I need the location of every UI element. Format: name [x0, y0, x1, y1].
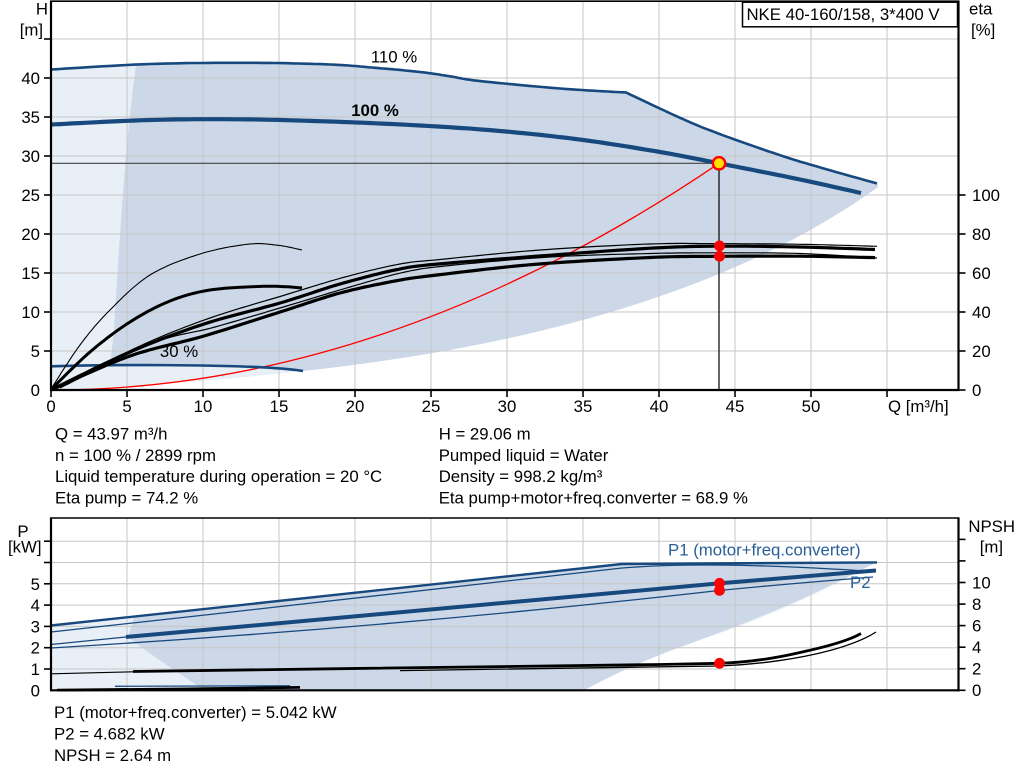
svg-text:50: 50	[802, 397, 821, 416]
svg-text:35: 35	[21, 108, 40, 127]
svg-text:40: 40	[650, 397, 669, 416]
svg-text:5: 5	[31, 342, 40, 361]
svg-text:1: 1	[31, 660, 40, 679]
svg-text:P: P	[17, 522, 28, 541]
svg-text:30: 30	[498, 397, 517, 416]
svg-text:30: 30	[21, 147, 40, 166]
svg-text:2: 2	[972, 660, 981, 679]
svg-text:5: 5	[31, 575, 40, 594]
svg-text:Q = 43.97 m³/h: Q = 43.97 m³/h	[55, 425, 167, 444]
svg-text:Density = 998.2 kg/m³: Density = 998.2 kg/m³	[439, 467, 603, 486]
svg-text:100 %: 100 %	[351, 101, 399, 120]
svg-text:0: 0	[972, 681, 981, 700]
svg-text:15: 15	[270, 397, 289, 416]
svg-text:40: 40	[972, 303, 991, 322]
svg-text:eta: eta	[969, 0, 993, 19]
svg-text:[m]: [m]	[20, 21, 43, 40]
svg-text:NKE 40-160/158, 3*400 V: NKE 40-160/158, 3*400 V	[746, 5, 940, 24]
svg-text:15: 15	[21, 264, 40, 283]
svg-text:60: 60	[972, 264, 991, 283]
svg-text:H = 29.06 m: H = 29.06 m	[439, 425, 531, 444]
svg-text:45: 45	[726, 397, 745, 416]
svg-text:10: 10	[972, 573, 991, 592]
svg-text:4: 4	[31, 596, 40, 615]
svg-text:25: 25	[422, 397, 441, 416]
svg-text:40: 40	[21, 69, 40, 88]
svg-text:P2 = 4.682 kW: P2 = 4.682 kW	[54, 725, 165, 744]
svg-text:Liquid temperature during oper: Liquid temperature during operation = 20…	[55, 467, 382, 486]
svg-text:Eta pump+motor+freq.converter: Eta pump+motor+freq.converter = 68.9 %	[439, 488, 748, 507]
svg-text:n = 100 % / 2899 rpm: n = 100 % / 2899 rpm	[55, 446, 216, 465]
svg-text:35: 35	[574, 397, 593, 416]
svg-text:NPSH: NPSH	[968, 517, 1015, 536]
svg-text:10: 10	[194, 397, 213, 416]
svg-text:Pumped liquid = Water: Pumped liquid = Water	[439, 446, 609, 465]
svg-text:5: 5	[122, 397, 131, 416]
svg-text:8: 8	[972, 595, 981, 614]
svg-text:30 %: 30 %	[160, 342, 198, 361]
svg-text:0: 0	[31, 381, 40, 400]
svg-text:P2: P2	[850, 573, 871, 592]
svg-text:20: 20	[21, 225, 40, 244]
svg-text:[m]: [m]	[980, 538, 1003, 557]
svg-text:4: 4	[972, 638, 981, 657]
svg-text:110 %: 110 %	[371, 48, 417, 67]
svg-text:6: 6	[972, 616, 981, 635]
svg-text:NPSH = 2.64 m: NPSH = 2.64 m	[54, 746, 171, 765]
svg-text:20: 20	[972, 342, 991, 361]
svg-text:100: 100	[972, 186, 1000, 205]
svg-text:3: 3	[31, 617, 40, 636]
svg-text:Q [m³/h]: Q [m³/h]	[888, 397, 949, 416]
svg-text:20: 20	[346, 397, 365, 416]
svg-text:10: 10	[21, 303, 40, 322]
svg-text:80: 80	[972, 225, 991, 244]
svg-text:0: 0	[31, 681, 40, 700]
svg-text:P1 (motor+freq.converter): P1 (motor+freq.converter)	[668, 541, 861, 560]
svg-text:2: 2	[31, 639, 40, 658]
svg-text:P1 (motor+freq.converter) = 5.: P1 (motor+freq.converter) = 5.042 kW	[54, 703, 337, 722]
svg-text:H: H	[36, 0, 48, 19]
svg-text:[kW]: [kW]	[8, 538, 42, 557]
svg-text:25: 25	[21, 186, 40, 205]
svg-text:0: 0	[972, 381, 981, 400]
svg-text:Eta pump = 74.2 %: Eta pump = 74.2 %	[55, 488, 198, 507]
svg-text:0: 0	[46, 397, 55, 416]
svg-text:[%]: [%]	[971, 21, 995, 40]
